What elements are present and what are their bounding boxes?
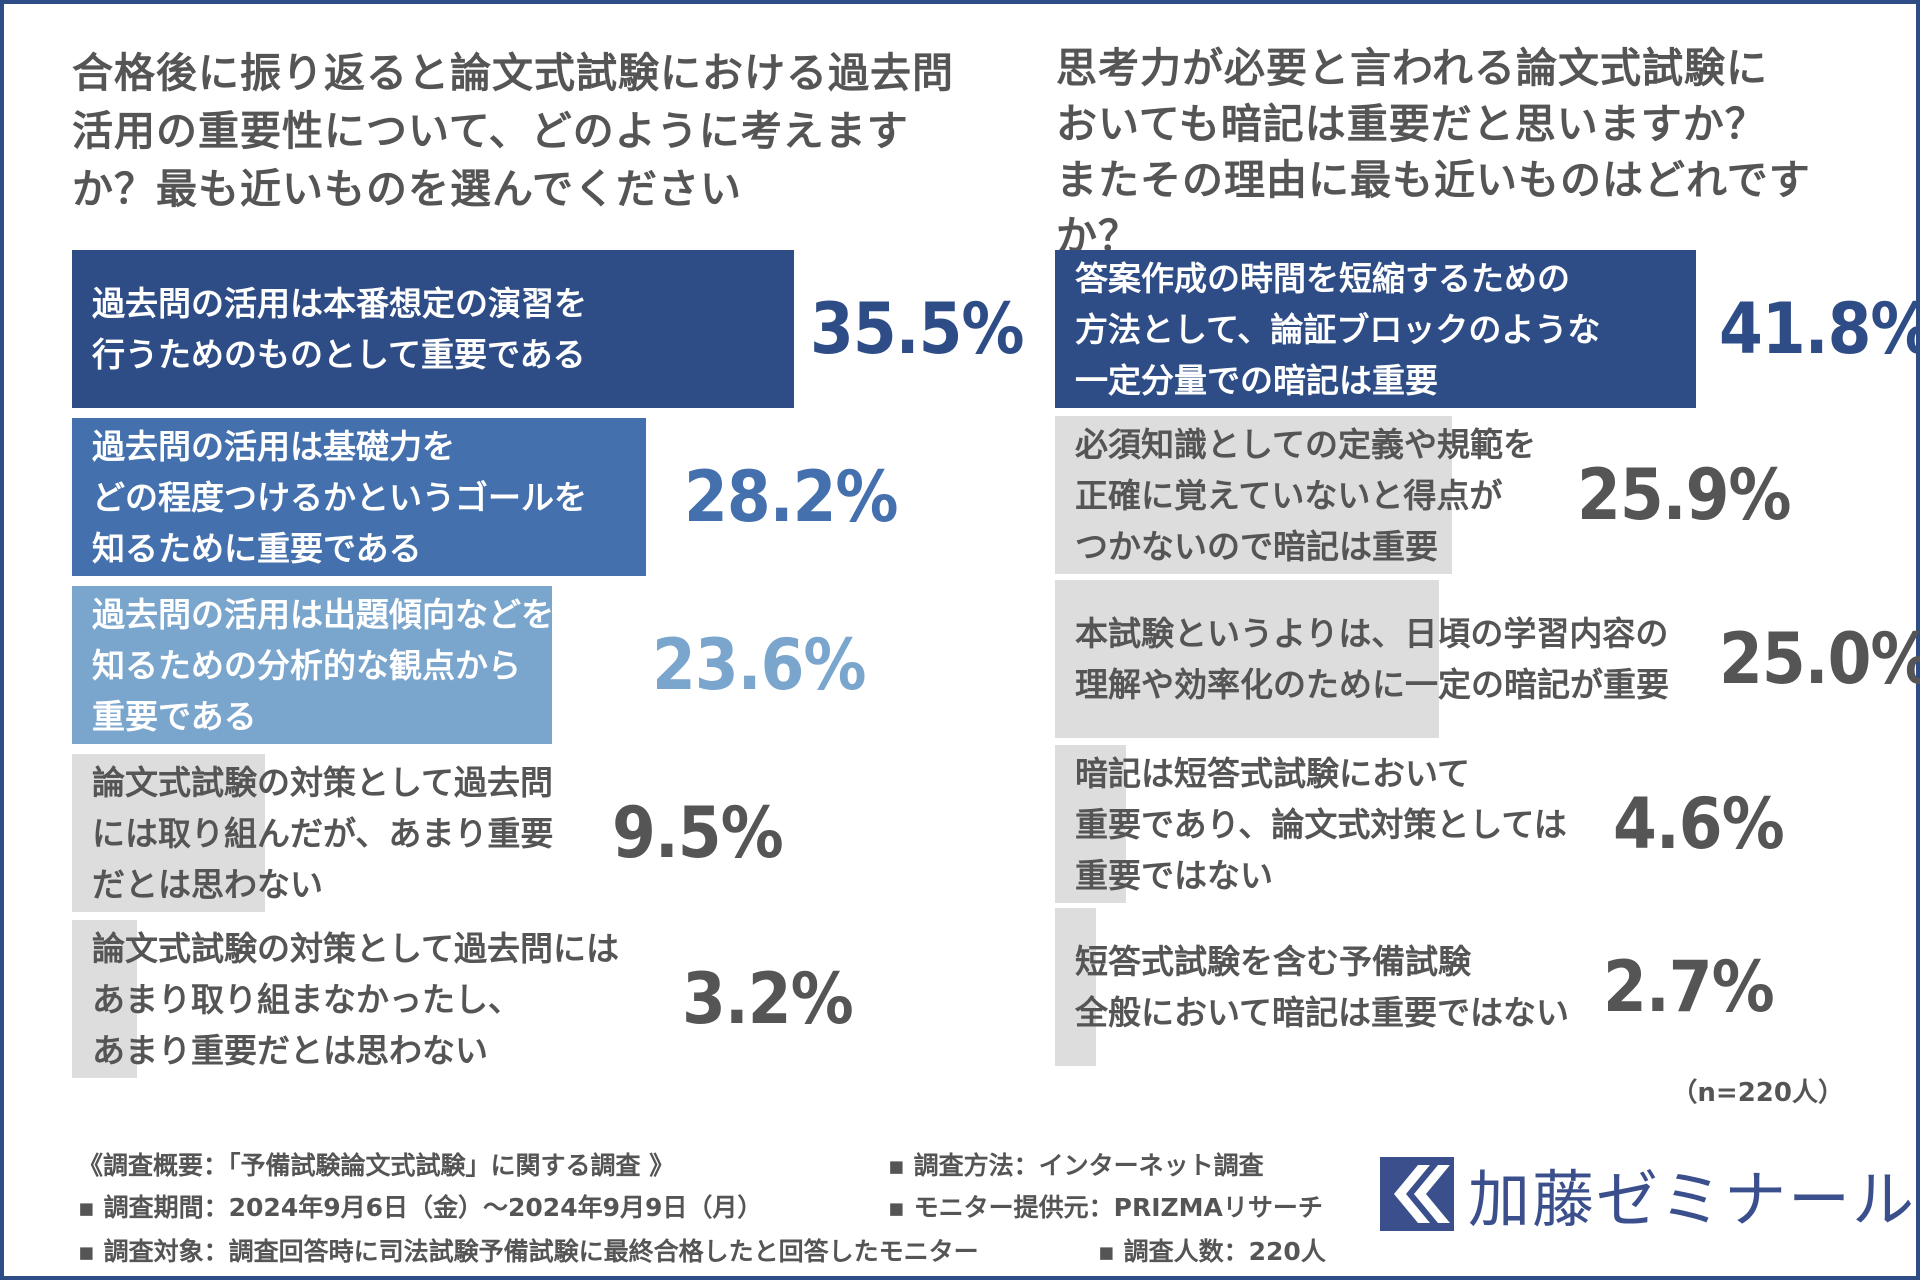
bar-label-line: あまり取り組まなかったし、 bbox=[92, 979, 521, 1019]
right-title-line: おいても暗記は重要だと思いますか？ bbox=[1056, 100, 1767, 148]
bar-label: 論文式試験の対策として過去問には あまり取り組まなかったし、 あまり重要だとは思わな… bbox=[92, 920, 619, 1078]
bar-label-line: 過去問の活用は本番想定の演習を bbox=[92, 284, 587, 323]
bar-row: 本試験というよりは、日頃の学習内容の 理解や効率化のために一定の暗記が重要 25.0… bbox=[1055, 580, 1920, 738]
bar-label: 過去問の活用は基礎力をどの程度つけるかというゴールを 知るために重要である bbox=[92, 418, 587, 576]
bar-label-line: 行うためのものとして重要である bbox=[92, 335, 586, 374]
bar-label-line: つかないので暗記は重要 bbox=[1075, 526, 1438, 566]
bar-row: 論文式試験の対策として過去問には あまり取り組まなかったし、 あまり重要だとは思わな… bbox=[72, 920, 1052, 1078]
bar bbox=[72, 920, 137, 1078]
survey-method: ▪ 調査方法：インターネット調査 bbox=[888, 1151, 1264, 1180]
bar-label: 短答式試験を含む予備試験全般において暗記は重要ではない bbox=[1075, 908, 1569, 1066]
survey-overview: 《調査概要：「予備試験論文式試験」に関する調査 》 bbox=[78, 1151, 675, 1180]
bar-label-line: 知るために重要である bbox=[92, 528, 422, 568]
value-label: 4.6% bbox=[1613, 783, 1785, 865]
bar-label: 論文式試験の対策として過去問 には取り組んだが、あまり重要 だとは思わない bbox=[92, 754, 553, 912]
bar-label-line: 方法として、論証ブロックのような bbox=[1075, 309, 1601, 349]
bar-label-line: 正確に覚えていないと得点が bbox=[1075, 475, 1503, 515]
right-chart-title: 思考力が必要と言われる論文式試験に おいても暗記は重要だと思いますか？ またその… bbox=[1056, 40, 1886, 264]
bar-label-line: 論文式試験の対策として過去問 bbox=[92, 762, 554, 802]
bar-row: 過去問の活用は本番想定の演習を 行うためのものとして重要である 35.5% bbox=[72, 250, 1052, 408]
bar-row: 過去問の活用は出題傾向などを 知るための分析的な観点から 重要である 23.6% bbox=[72, 586, 1052, 744]
bar-label-line: 過去問の活用は基礎力を bbox=[92, 426, 455, 466]
value-label: 2.7% bbox=[1603, 946, 1775, 1028]
bar-label-line: 短答式試験を含む予備試験 bbox=[1075, 942, 1471, 981]
bar bbox=[72, 754, 265, 912]
bar-label-line: 知るための分析的な観点から bbox=[92, 645, 521, 685]
bar bbox=[72, 586, 552, 744]
bar-label-line: 全般において暗記は重要ではない bbox=[1075, 993, 1570, 1032]
bar-label-line: 重要である bbox=[92, 696, 257, 736]
bar bbox=[1055, 745, 1126, 903]
bar-row: 暗記は短答式試験において重要であり、論文式対策としては 重要ではない 4.6% bbox=[1055, 745, 1885, 903]
bar-label-line: 重要ではない bbox=[1075, 855, 1273, 895]
bar bbox=[72, 250, 794, 408]
logo-text: 加藤ゼミナール bbox=[1468, 1163, 1917, 1236]
bar-label-line: 暗記は短答式試験において bbox=[1075, 753, 1471, 793]
bar bbox=[1055, 416, 1452, 574]
bar bbox=[72, 418, 646, 576]
bar-label-line: だとは思わない bbox=[92, 864, 323, 904]
bar-row: 答案作成の時間を短縮するための 方法として、論証ブロックのような 一定分量での暗記は… bbox=[1055, 250, 1920, 408]
survey-provider: ▪ モニター提供元：PRIZMAリサーチ bbox=[888, 1193, 1323, 1222]
value-label: 41.8% bbox=[1719, 288, 1920, 370]
bar bbox=[1055, 250, 1696, 408]
bar-row: 短答式試験を含む予備試験全般において暗記は重要ではない 2.7% bbox=[1055, 908, 1885, 1066]
bar-label: 暗記は短答式試験において重要であり、論文式対策としては 重要ではない bbox=[1075, 745, 1567, 903]
survey-target: ▪ 調査対象：調査回答時に司法試験予備試験に最終合格したと回答したモニター bbox=[78, 1237, 979, 1266]
bar-label-line: 答案作成の時間を短縮するための bbox=[1075, 258, 1570, 298]
bar-label-line: 過去問の活用は出題傾向などを bbox=[92, 594, 554, 634]
left-chart-title: 合格後に振り返ると論文式試験における過去問 活用の重要性について、どのように考え… bbox=[72, 44, 1002, 218]
value-label: 9.5% bbox=[612, 792, 784, 874]
survey-period: ▪ 調査期間：2024年9月6日（金）～2024年9月9日（月） bbox=[78, 1193, 763, 1222]
value-label: 25.0% bbox=[1719, 618, 1920, 700]
value-label: 25.9% bbox=[1577, 454, 1791, 536]
bar-label: 過去問の活用は本番想定の演習を 行うためのものとして重要である bbox=[92, 250, 587, 408]
right-title-line: またその理由に最も近いものはどれですか？ bbox=[1056, 156, 1811, 260]
survey-count: ▪ 調査人数：220人 bbox=[1098, 1237, 1326, 1266]
value-label: 28.2% bbox=[684, 456, 898, 538]
value-label: 3.2% bbox=[682, 958, 854, 1040]
bar-label-line: 一定分量での暗記は重要 bbox=[1075, 360, 1438, 400]
bar-label-line: には取り組んだが、あまり重要 bbox=[92, 813, 554, 853]
bar-label-line: 論文式試験の対策として過去問には bbox=[92, 928, 620, 968]
logo-mark-icon bbox=[1380, 1157, 1454, 1231]
bar-label-line: 理解や効率化のために一定の暗記が重要 bbox=[1075, 665, 1669, 704]
bar-row: 論文式試験の対策として過去問 には取り組んだが、あまり重要 だとは思わない 9.5% bbox=[72, 754, 1052, 912]
bar-label: 本試験というよりは、日頃の学習内容の 理解や効率化のために一定の暗記が重要 bbox=[1075, 580, 1669, 738]
left-title-line: か？最も近いものを選んでください bbox=[72, 165, 742, 213]
left-title-line: 合格後に振り返ると論文式試験における過去問 bbox=[72, 49, 954, 97]
bar bbox=[1055, 908, 1096, 1066]
bar-row: 過去問の活用は基礎力をどの程度つけるかというゴールを 知るために重要である 28.2… bbox=[72, 418, 1052, 576]
right-title-line: 思考力が必要と言われる論文式試験に bbox=[1056, 44, 1768, 92]
bar bbox=[1055, 580, 1439, 738]
bar-label-line: どの程度つけるかというゴールを bbox=[92, 477, 587, 517]
value-label: 23.6% bbox=[652, 624, 866, 706]
bar-label-line: あまり重要だとは思わない bbox=[92, 1030, 488, 1070]
bar-label: 過去問の活用は出題傾向などを 知るための分析的な観点から 重要である bbox=[92, 586, 554, 744]
bar-label: 必須知識としての定義や規範を 正確に覚えていないと得点が つかないので暗記は重要 bbox=[1075, 416, 1536, 574]
brand-logo: 加藤ゼミナール bbox=[1380, 1156, 1916, 1236]
bar-row: 必須知識としての定義や規範を 正確に覚えていないと得点が つかないので暗記は重要 25… bbox=[1055, 416, 1885, 574]
value-label: 35.5% bbox=[810, 288, 1024, 370]
bar-label: 答案作成の時間を短縮するための 方法として、論証ブロックのような 一定分量での暗記は… bbox=[1075, 250, 1600, 408]
bar-label-line: 必須知識としての定義や規範を bbox=[1075, 424, 1537, 464]
bar-label-line: 本試験というよりは、日頃の学習内容の bbox=[1075, 614, 1669, 653]
left-title-line: 活用の重要性について、どのように考えます bbox=[72, 107, 909, 155]
sample-size-note: （n=220人） bbox=[1671, 1078, 1844, 1108]
bar-label-line: 重要であり、論文式対策としては bbox=[1075, 804, 1567, 844]
